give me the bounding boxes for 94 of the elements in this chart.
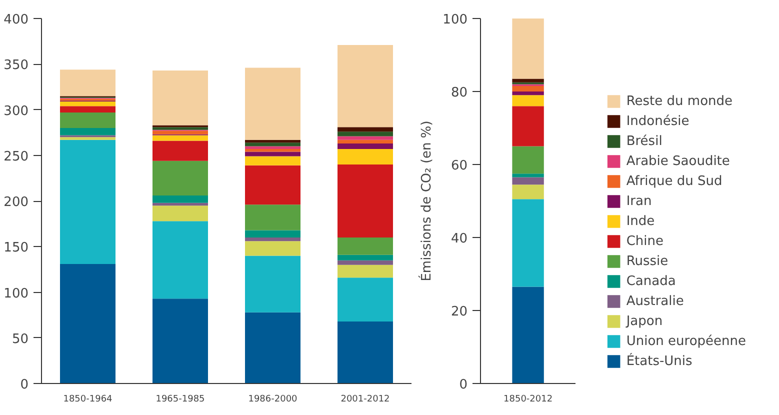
bar <box>152 196 208 203</box>
bar <box>338 140 393 144</box>
bar <box>245 68 300 140</box>
bar <box>338 264 393 278</box>
y-tick-label: 400 <box>4 12 29 28</box>
bar <box>512 18 544 79</box>
bar <box>245 312 300 384</box>
legend-label: Indonésie <box>626 113 690 129</box>
legend-label: Iran <box>626 193 652 209</box>
bar <box>512 95 544 106</box>
bar <box>245 152 300 156</box>
y-tick-label: 80 <box>450 86 468 100</box>
bar <box>60 137 116 140</box>
legend-label: Arabie Saoudite <box>626 153 730 169</box>
bar <box>245 230 300 238</box>
bar <box>512 174 544 178</box>
y-tick-label: 300 <box>4 104 29 119</box>
bar <box>512 146 544 174</box>
bar <box>245 204 300 230</box>
x-tick-label: 1986-2000 <box>248 394 298 404</box>
bar <box>60 264 116 384</box>
legend-label: Japon <box>626 313 663 329</box>
legend-label: États-Unis <box>626 353 692 369</box>
bar <box>512 92 544 96</box>
y-tick-label: 40 <box>450 232 468 246</box>
y-tick-label: 50 <box>12 332 29 347</box>
bar <box>338 127 393 132</box>
x-tick-label: 1850-2012 <box>504 394 553 404</box>
bar <box>152 135 208 141</box>
bar <box>338 164 393 238</box>
legend-label: Canada <box>626 273 676 289</box>
x-tick-label: 1850-1964 <box>63 394 113 404</box>
bar <box>245 165 300 205</box>
bar <box>152 70 208 126</box>
bar <box>338 321 393 384</box>
bar <box>338 238 393 255</box>
bar <box>512 199 544 287</box>
bar <box>152 298 208 384</box>
legend-label: Union européenne <box>626 333 746 349</box>
bar <box>338 148 393 164</box>
bar <box>245 238 300 242</box>
legend-label: Australie <box>626 293 684 309</box>
legend-label: Chine <box>626 233 664 249</box>
bar <box>60 106 116 112</box>
bar <box>60 140 116 264</box>
bar <box>245 256 300 312</box>
bar <box>338 260 393 265</box>
y-tick-label: 100 <box>4 286 29 302</box>
legend-label: Russie <box>626 253 668 269</box>
x-tick-label: 1965-1985 <box>156 394 205 404</box>
bar <box>152 127 208 130</box>
bar <box>338 254 393 260</box>
bar <box>512 86 544 92</box>
bar <box>245 140 300 143</box>
legend-label: Reste du monde <box>626 93 733 109</box>
bar <box>60 112 116 128</box>
y-tick-label: 0 <box>20 378 29 392</box>
bar <box>152 206 208 222</box>
bar <box>338 132 393 136</box>
bar <box>60 70 116 96</box>
bar <box>152 140 208 161</box>
bar <box>245 241 300 256</box>
legend-label: Brésil <box>626 133 662 149</box>
y-tick-label: 350 <box>4 58 29 74</box>
y-tick-label: 200 <box>4 195 29 210</box>
bar <box>338 278 393 322</box>
bar <box>245 148 300 152</box>
x-tick-label: 2001-2012 <box>340 394 390 404</box>
y-tick-label: 20 <box>450 304 468 320</box>
bar <box>152 202 208 206</box>
y-tick-label: 100 <box>442 12 468 28</box>
bar <box>512 106 544 146</box>
bar <box>512 78 544 82</box>
bar <box>152 221 208 299</box>
y-tick-label: 0 <box>459 378 468 392</box>
legend-label: Inde <box>626 213 655 229</box>
bar <box>152 160 208 196</box>
bar <box>512 184 544 200</box>
bar <box>245 142 300 146</box>
bar <box>152 130 208 134</box>
bar <box>60 128 116 136</box>
bar <box>338 44 393 128</box>
bar <box>512 286 544 384</box>
y-tick-label: 250 <box>4 149 29 164</box>
bar <box>338 144 393 149</box>
y-axis-title: Émissions de CO₂ (en %) <box>418 120 435 282</box>
y-tick-label: 60 <box>450 158 468 174</box>
bar <box>338 136 393 140</box>
bar <box>245 146 300 149</box>
y-tick-label: 150 <box>4 240 29 256</box>
legend-label: Afrique du Sud <box>626 173 722 189</box>
bar <box>245 156 300 166</box>
bar <box>512 177 544 185</box>
bar <box>60 102 116 106</box>
